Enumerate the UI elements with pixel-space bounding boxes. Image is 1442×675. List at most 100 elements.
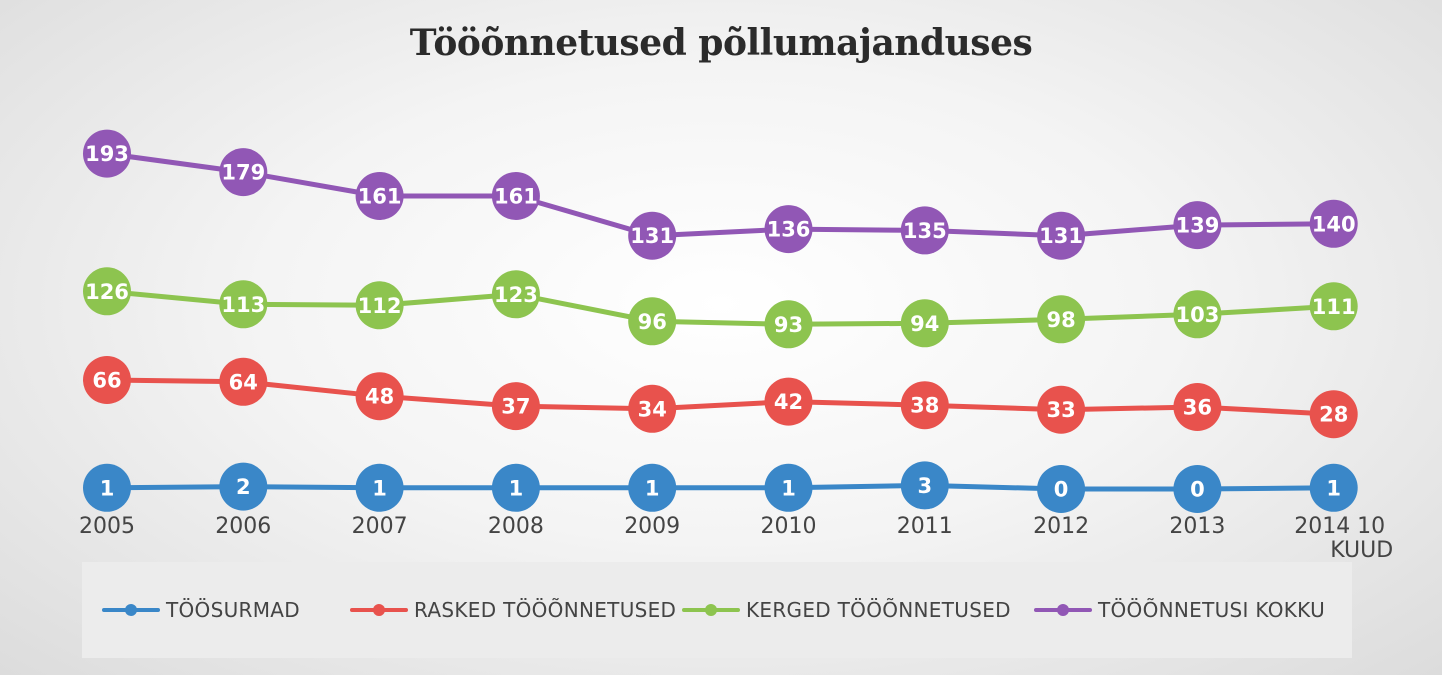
x-tick-2010: 2010 [761, 514, 817, 539]
data-label-toosurmad-2014: 1 [1326, 476, 1341, 500]
data-label-rasked-tooonnetused-2005: 66 [92, 369, 121, 393]
point-rasked-tooonnetused-2013 [1173, 383, 1222, 431]
legend-swatch-kerged [682, 595, 740, 625]
series-line-tooonnetusi-kokku [106, 151, 1334, 239]
point-kerged-tooonnetused-2005 [83, 267, 131, 316]
data-label-tooonnetusi-kokku-2014: 140 [1312, 212, 1356, 236]
data-label-tooonnetusi-kokku-2005: 193 [85, 142, 129, 166]
data-label-rasked-tooonnetused-2006: 64 [229, 370, 258, 394]
point-rasked-tooonnetused-2010 [764, 377, 813, 426]
point-tooonnetusi-kokku-2011 [900, 206, 949, 255]
legend-label-kokku: TÖÖÕNNETUSI KOKKU [1098, 598, 1326, 622]
point-rasked-tooonnetused-2009 [628, 384, 677, 433]
data-label-kerged-tooonnetused-2010: 93 [774, 313, 803, 337]
point-tooonnetusi-kokku-2005 [83, 129, 131, 178]
point-rasked-tooonnetused-2011 [900, 381, 949, 430]
data-label-tooonnetusi-kokku-2008: 161 [494, 184, 538, 208]
point-toosurmad-2014 [1309, 463, 1358, 512]
data-label-rasked-tooonnetused-2007: 48 [365, 385, 394, 409]
data-label-kerged-tooonnetused-2011: 94 [910, 312, 939, 336]
point-tooonnetusi-kokku-2007 [355, 171, 404, 220]
point-toosurmad-2007 [355, 463, 404, 512]
point-rasked-tooonnetused-2008 [491, 382, 540, 431]
data-label-toosurmad-2007: 1 [372, 476, 387, 500]
data-label-tooonnetusi-kokku-2007: 161 [358, 184, 402, 208]
data-label-toosurmad-2011: 3 [917, 474, 932, 498]
data-label-rasked-tooonnetused-2009: 34 [638, 397, 667, 421]
chart-title: Tööõnnetused põllumajanduses [409, 22, 1033, 64]
series-line-kerged-tooonnetused [106, 288, 1334, 327]
point-tooonnetusi-kokku-2008 [491, 171, 540, 220]
legend-item-rasked: RASKED TÖÖÕNNETUSED [350, 595, 676, 625]
data-label-kerged-tooonnetused-2007: 112 [358, 294, 402, 318]
data-label-tooonnetusi-kokku-2010: 136 [767, 218, 811, 242]
series-line-toosurmad [106, 482, 1334, 492]
data-label-toosurmad-2012: 0 [1054, 478, 1069, 502]
x-tick-2009: 2009 [624, 514, 680, 539]
x-tick-2012: 2012 [1033, 514, 1089, 539]
data-label-rasked-tooonnetused-2014: 28 [1319, 403, 1348, 427]
x-tick-2008: 2008 [488, 514, 544, 539]
data-label-kerged-tooonnetused-2012: 98 [1046, 308, 1075, 332]
data-label-tooonnetusi-kokku-2006: 179 [221, 161, 265, 185]
point-kerged-tooonnetused-2008 [491, 270, 540, 319]
point-tooonnetusi-kokku-2013 [1173, 201, 1222, 250]
data-label-kerged-tooonnetused-2006: 113 [221, 293, 265, 317]
data-label-kerged-tooonnetused-2009: 96 [638, 310, 667, 334]
point-kerged-tooonnetused-2009 [628, 297, 677, 346]
point-rasked-tooonnetused-2012 [1037, 385, 1086, 434]
legend-label-toosurmad: TÖÖSURMAD [166, 598, 300, 622]
legend-swatch-toosurmad [102, 595, 160, 625]
point-tooonnetusi-kokku-2010 [764, 205, 813, 254]
point-toosurmad-2008 [491, 463, 540, 512]
data-label-rasked-tooonnetused-2013: 36 [1183, 396, 1212, 420]
point-kerged-tooonnetused-2013 [1173, 290, 1222, 339]
point-toosurmad-2006 [219, 462, 268, 511]
legend-label-kerged: KERGED TÖÖÕNNETUSED [746, 598, 1011, 622]
x-tick-2007: 2007 [352, 514, 408, 539]
point-toosurmad-2011 [900, 461, 949, 510]
x-tick-note: KUUD [1330, 538, 1393, 560]
legend-item-kerged: KERGED TÖÖÕNNETUSED [682, 595, 1011, 625]
data-label-kerged-tooonnetused-2014: 111 [1312, 295, 1356, 319]
point-toosurmad-2009 [628, 463, 677, 512]
point-rasked-tooonnetused-2006 [219, 357, 268, 406]
data-label-toosurmad-2013: 0 [1190, 478, 1205, 502]
legend-item-kokku: TÖÖÕNNETUSI KOKKU [1034, 595, 1325, 625]
point-toosurmad-2012 [1037, 465, 1086, 513]
point-rasked-tooonnetused-2014 [1309, 390, 1358, 439]
x-tick-2014: 2014 10 [1294, 514, 1385, 539]
chart-legend: TÖÖSURMAD RASKED TÖÖÕNNETUSED KERGED TÖÖ… [82, 562, 1352, 658]
data-label-toosurmad-2010: 1 [781, 476, 796, 500]
point-toosurmad-2010 [764, 463, 813, 512]
point-kerged-tooonnetused-2012 [1037, 295, 1086, 344]
point-tooonnetusi-kokku-2012 [1037, 211, 1086, 260]
data-label-rasked-tooonnetused-2008: 37 [501, 395, 530, 419]
data-label-rasked-tooonnetused-2010: 42 [774, 390, 803, 414]
point-kerged-tooonnetused-2010 [764, 300, 813, 349]
data-label-toosurmad-2006: 2 [236, 475, 251, 499]
data-label-rasked-tooonnetused-2012: 33 [1046, 398, 1075, 422]
data-label-kerged-tooonnetused-2005: 126 [85, 280, 129, 304]
data-label-kerged-tooonnetused-2008: 123 [494, 283, 538, 307]
point-kerged-tooonnetused-2011 [900, 299, 949, 348]
x-tick-2013: 2013 [1169, 514, 1225, 539]
point-tooonnetusi-kokku-2009 [628, 211, 677, 260]
data-label-tooonnetusi-kokku-2012: 131 [1039, 224, 1083, 248]
point-kerged-tooonnetused-2014 [1309, 282, 1358, 331]
x-tick-2005: 2005 [79, 514, 135, 539]
series-line-rasked-tooonnetused [106, 377, 1334, 417]
legend-item-toosurmad: TÖÖSURMAD [102, 595, 300, 625]
x-tick-2011: 2011 [897, 514, 953, 539]
point-rasked-tooonnetused-2007 [355, 372, 404, 421]
data-label-kerged-tooonnetused-2013: 103 [1175, 303, 1219, 327]
data-label-tooonnetusi-kokku-2013: 139 [1175, 214, 1219, 238]
point-toosurmad-2013 [1173, 465, 1222, 513]
legend-swatch-rasked [350, 595, 408, 625]
legend-label-rasked: RASKED TÖÖÕNNETUSED [414, 598, 677, 622]
point-tooonnetusi-kokku-2006 [219, 148, 268, 197]
x-tick-2006: 2006 [215, 514, 271, 539]
data-label-toosurmad-2008: 1 [509, 476, 524, 500]
legend-swatch-kokku [1034, 595, 1092, 625]
